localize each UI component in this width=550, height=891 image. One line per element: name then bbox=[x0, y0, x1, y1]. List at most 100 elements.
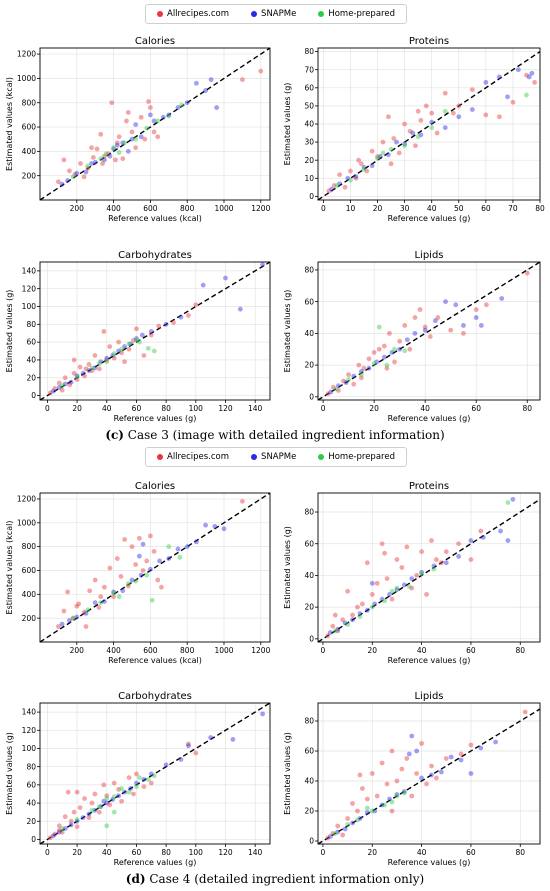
data-point bbox=[422, 324, 428, 330]
data-point bbox=[434, 130, 440, 136]
data-point bbox=[85, 607, 91, 613]
data-point bbox=[340, 832, 346, 838]
data-point bbox=[138, 572, 144, 578]
data-point bbox=[414, 748, 420, 754]
data-point bbox=[468, 771, 474, 776]
data-point bbox=[194, 539, 199, 545]
data-point bbox=[335, 823, 341, 829]
data-point bbox=[351, 381, 357, 387]
x-axis-label: Reference values (g) bbox=[388, 656, 471, 665]
data-point bbox=[107, 153, 113, 159]
data-point bbox=[122, 140, 128, 146]
data-point bbox=[480, 534, 486, 540]
tick-label-x: 200 bbox=[70, 646, 85, 655]
legend-label-home: Home-prepared bbox=[328, 452, 395, 462]
tick-label-x: 20 bbox=[367, 848, 377, 857]
tick-label-y: 0 bbox=[31, 835, 36, 844]
data-point bbox=[125, 581, 131, 586]
data-point bbox=[74, 170, 80, 176]
data-point bbox=[137, 339, 142, 345]
data-point bbox=[369, 604, 375, 610]
data-point bbox=[148, 780, 154, 786]
data-point bbox=[104, 800, 110, 806]
legend-bottom: Allrecipes.com SNAPMe Home-prepared bbox=[145, 447, 407, 467]
data-point bbox=[327, 630, 333, 635]
data-point bbox=[357, 611, 363, 616]
data-point bbox=[364, 796, 370, 802]
data-point bbox=[148, 105, 153, 110]
data-point bbox=[335, 628, 341, 634]
data-point bbox=[166, 112, 172, 118]
data-point bbox=[332, 628, 338, 634]
data-point bbox=[399, 565, 405, 570]
data-point bbox=[116, 787, 122, 792]
data-point bbox=[82, 373, 87, 379]
data-point bbox=[375, 155, 380, 161]
data-point bbox=[397, 346, 403, 352]
tick-label-y: 120 bbox=[22, 284, 37, 293]
data-point bbox=[335, 626, 341, 632]
data-point bbox=[473, 307, 479, 312]
data-point bbox=[404, 337, 410, 343]
data-point bbox=[83, 169, 89, 175]
identity-line bbox=[39, 492, 271, 643]
data-point bbox=[424, 592, 429, 597]
data-point bbox=[389, 588, 395, 594]
data-point bbox=[348, 177, 353, 183]
tick-label-y: 80 bbox=[304, 47, 314, 56]
legend-label-allrecipes: Allrecipes.com bbox=[167, 9, 230, 19]
data-point bbox=[133, 562, 139, 567]
data-point bbox=[131, 337, 136, 343]
data-point bbox=[355, 604, 360, 610]
data-point bbox=[364, 560, 370, 566]
data-point bbox=[361, 365, 367, 371]
identity-line bbox=[317, 51, 541, 201]
data-point bbox=[358, 375, 364, 381]
data-point bbox=[85, 165, 91, 171]
tick-label-x: 60 bbox=[466, 646, 476, 655]
data-point bbox=[101, 782, 107, 788]
y-axis-label: Estimated values (kcal) bbox=[5, 521, 14, 615]
data-point bbox=[340, 617, 346, 623]
data-point bbox=[381, 343, 387, 349]
data-point bbox=[175, 105, 181, 110]
data-point bbox=[92, 600, 98, 606]
tick-label-x: 80 bbox=[161, 848, 171, 857]
data-point bbox=[80, 370, 86, 376]
tick-label-y: 80 bbox=[26, 762, 36, 771]
data-point bbox=[56, 827, 62, 833]
data-point bbox=[208, 735, 214, 740]
tick-label-y: 60 bbox=[304, 539, 314, 548]
data-point bbox=[129, 129, 135, 135]
data-point bbox=[402, 348, 408, 354]
data-point bbox=[122, 359, 127, 365]
data-point bbox=[404, 756, 410, 761]
data-point bbox=[493, 739, 498, 745]
data-point bbox=[364, 168, 370, 174]
tick-label-x: 1000 bbox=[214, 646, 233, 655]
data-point bbox=[388, 146, 394, 152]
data-point bbox=[406, 751, 412, 757]
data-point bbox=[429, 763, 434, 769]
data-point bbox=[394, 585, 400, 591]
data-point bbox=[148, 533, 153, 539]
tick-label-x: 140 bbox=[248, 848, 263, 857]
data-point bbox=[387, 592, 392, 597]
tick-label-x: 800 bbox=[180, 646, 195, 655]
data-point bbox=[136, 535, 142, 541]
caption-case-3: (c) Case 3 (image with detailed ingredie… bbox=[0, 428, 550, 442]
data-point bbox=[427, 334, 433, 339]
tick-label-y: 100 bbox=[22, 302, 37, 311]
data-point bbox=[448, 327, 454, 333]
data-point bbox=[98, 594, 104, 600]
tick-label-y: 200 bbox=[22, 171, 37, 180]
data-point bbox=[156, 323, 162, 329]
data-point bbox=[402, 323, 408, 328]
data-point bbox=[330, 623, 336, 629]
tick-label-y: 40 bbox=[304, 329, 314, 338]
data-point bbox=[111, 590, 116, 596]
data-point bbox=[74, 824, 80, 830]
data-point bbox=[524, 72, 529, 78]
tick-label-x: 0 bbox=[321, 646, 326, 655]
data-point bbox=[52, 386, 58, 391]
